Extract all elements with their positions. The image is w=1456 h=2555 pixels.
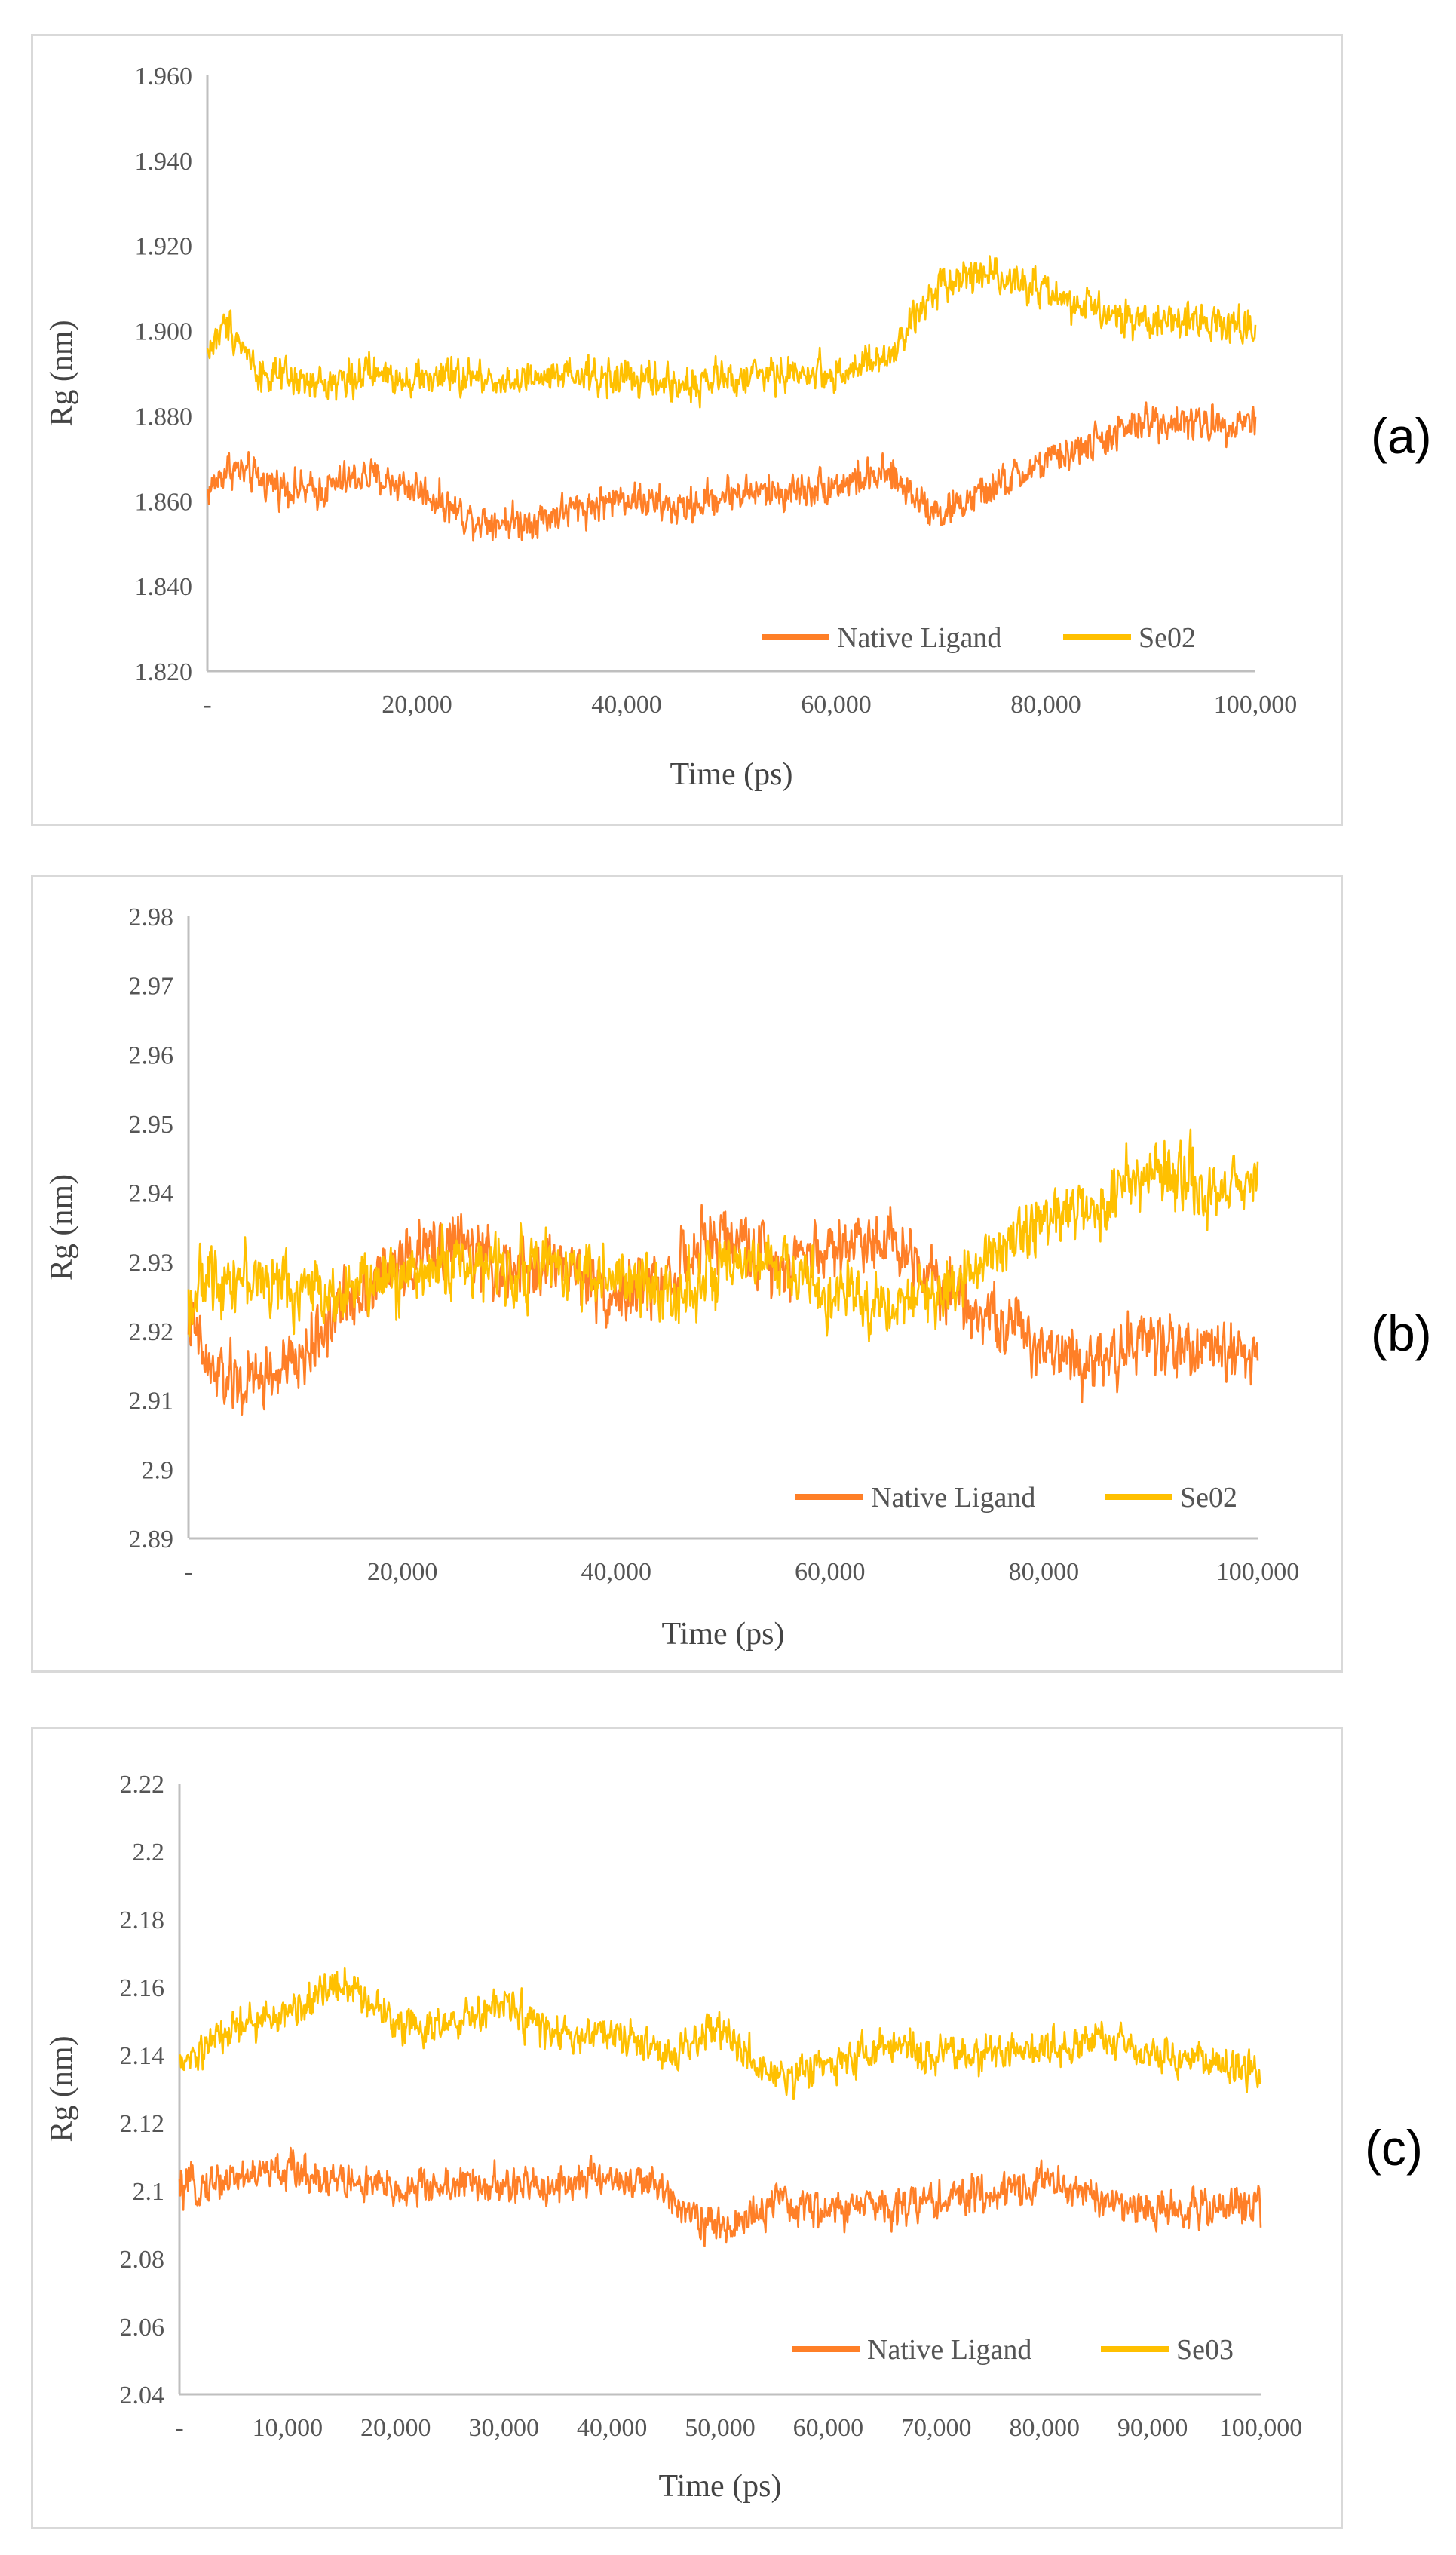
y-tick-label: 2.12 xyxy=(120,2110,165,2138)
y-tick-label: 2.1 xyxy=(133,2178,165,2206)
y-tick-label: 1.860 xyxy=(135,488,193,516)
y-tick-label: 2.16 xyxy=(120,1974,165,2002)
x-tick-label: 20,000 xyxy=(382,691,452,719)
series-line-native-ligand xyxy=(206,401,1257,542)
x-axis-title: Time (ps) xyxy=(670,757,793,792)
x-tick-label: 100,000 xyxy=(1216,1558,1300,1586)
y-tick-label: 1.820 xyxy=(135,658,193,686)
y-tick-label: 2.96 xyxy=(129,1041,174,1069)
panel-label-c: (c) xyxy=(1365,2120,1423,2176)
x-tick-label: 10,000 xyxy=(253,2414,323,2442)
y-tick-label: 2.91 xyxy=(129,1388,174,1416)
y-tick-label: 2.04 xyxy=(120,2382,165,2409)
x-tick-label: 20,000 xyxy=(360,2414,431,2442)
y-tick-label: 1.900 xyxy=(135,318,193,346)
y-tick-label: 2.9 xyxy=(142,1456,174,1484)
y-axis-title: Rg (nm) xyxy=(44,320,79,426)
legend-label: Se02 xyxy=(1180,1482,1237,1514)
y-tick-label: 1.960 xyxy=(135,63,193,90)
legend-label: Native Ligand xyxy=(867,2334,1031,2366)
x-tick-label: - xyxy=(184,1558,192,1586)
y-tick-label: 2.93 xyxy=(129,1249,174,1277)
y-tick-label: 1.880 xyxy=(135,403,193,431)
y-tick-label: 2.94 xyxy=(129,1180,174,1208)
x-tick-label: 30,000 xyxy=(468,2414,539,2442)
chart-panel-c xyxy=(31,1727,1343,2529)
y-tick-label: 1.920 xyxy=(135,233,193,261)
x-tick-label: 90,000 xyxy=(1117,2414,1188,2442)
x-tick-label: 40,000 xyxy=(577,2414,648,2442)
x-tick-label: 100,000 xyxy=(1214,691,1298,719)
x-tick-label: 70,000 xyxy=(901,2414,972,2442)
x-tick-label: 80,000 xyxy=(1010,691,1081,719)
series-line-se02 xyxy=(206,255,1257,409)
y-tick-label: 2.89 xyxy=(129,1526,174,1554)
x-axis-title: Time (ps) xyxy=(659,2469,782,2504)
series-line-native-ligand xyxy=(187,1204,1259,1416)
y-axis-title: Rg (nm) xyxy=(44,2035,79,2142)
series-line-se02 xyxy=(187,1128,1259,1343)
x-tick-label: 20,000 xyxy=(367,1558,438,1586)
x-tick-label: 40,000 xyxy=(581,1558,651,1586)
x-tick-label: 100,000 xyxy=(1219,2414,1303,2442)
legend-label: Se02 xyxy=(1139,622,1196,654)
y-axis-title: Rg (nm) xyxy=(44,1174,79,1281)
y-tick-label: 2.14 xyxy=(120,2042,165,2070)
legend-label: Se03 xyxy=(1176,2334,1234,2366)
x-tick-label: - xyxy=(203,691,211,719)
x-tick-label: 40,000 xyxy=(591,691,662,719)
y-tick-label: 2.2 xyxy=(133,1839,165,1866)
x-tick-label: 80,000 xyxy=(1009,1558,1080,1586)
y-tick-label: 2.92 xyxy=(129,1318,174,1346)
x-tick-label: 50,000 xyxy=(685,2414,756,2442)
y-tick-label: 1.940 xyxy=(135,148,193,176)
series-line-native-ligand xyxy=(178,2146,1262,2247)
y-tick-label: 2.95 xyxy=(129,1111,174,1139)
x-tick-label: 60,000 xyxy=(793,2414,864,2442)
series-line-se03 xyxy=(179,1966,1262,2100)
y-tick-label: 2.97 xyxy=(129,973,174,1001)
y-tick-label: 1.840 xyxy=(135,573,193,601)
x-tick-label: 60,000 xyxy=(801,691,872,719)
legend-label: Native Ligand xyxy=(837,622,1001,654)
panel-label-b: (b) xyxy=(1371,1305,1432,1361)
x-tick-label: 60,000 xyxy=(795,1558,866,1586)
panel-label-a: (a) xyxy=(1371,408,1432,464)
x-tick-label: 80,000 xyxy=(1009,2414,1080,2442)
legend-label: Native Ligand xyxy=(871,1482,1035,1514)
x-tick-label: - xyxy=(175,2414,183,2442)
y-tick-label: 2.98 xyxy=(129,903,174,931)
y-tick-label: 2.18 xyxy=(120,1906,165,1934)
x-axis-title: Time (ps) xyxy=(662,1617,785,1652)
y-tick-label: 2.22 xyxy=(120,1771,165,1799)
y-tick-label: 2.08 xyxy=(120,2246,165,2274)
y-tick-label: 2.06 xyxy=(120,2314,165,2342)
